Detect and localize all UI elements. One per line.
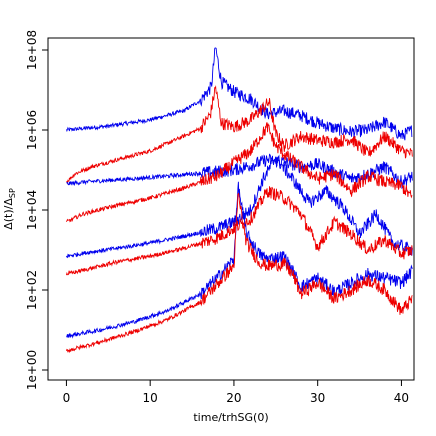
- series-line-red-3: [66, 122, 413, 223]
- y-axis-label-subscript: SP: [8, 188, 17, 198]
- plot-frame: [47, 37, 415, 381]
- series-line-red-7: [66, 192, 413, 354]
- y-tick-label: 1e+02: [25, 270, 39, 310]
- y-axis-label: Δ(t)/ΔSP: [2, 188, 17, 230]
- y-tick-label: 1e+00: [25, 350, 39, 390]
- y-tick-label: 1e+08: [25, 30, 39, 70]
- x-axis: 0 10 20 30 40: [63, 380, 409, 405]
- series-line-red-5: [65, 186, 413, 276]
- series-line-blue-0: [66, 47, 413, 141]
- series-line-blue-6: [66, 181, 413, 339]
- x-tick-label: 30: [310, 391, 325, 405]
- x-tick-label: 40: [394, 391, 409, 405]
- y-axis-label-main: Δ(t)/Δ: [2, 198, 15, 230]
- x-tick-label: 10: [143, 391, 158, 405]
- series-line-red-1: [66, 85, 413, 185]
- series-layer: [65, 47, 413, 354]
- series-line-blue-4: [66, 154, 413, 259]
- y-axis: 1e+00 1e+02 1e+04 1e+06 1e+08: [25, 30, 48, 390]
- x-tick-label: 20: [226, 391, 241, 405]
- y-tick-label: 1e+04: [25, 190, 39, 230]
- series-line-blue-2: [66, 153, 413, 190]
- y-tick-label: 1e+06: [25, 110, 39, 150]
- x-axis-label: time/trhSG(0): [193, 411, 268, 424]
- x-tick-label: 0: [63, 391, 71, 405]
